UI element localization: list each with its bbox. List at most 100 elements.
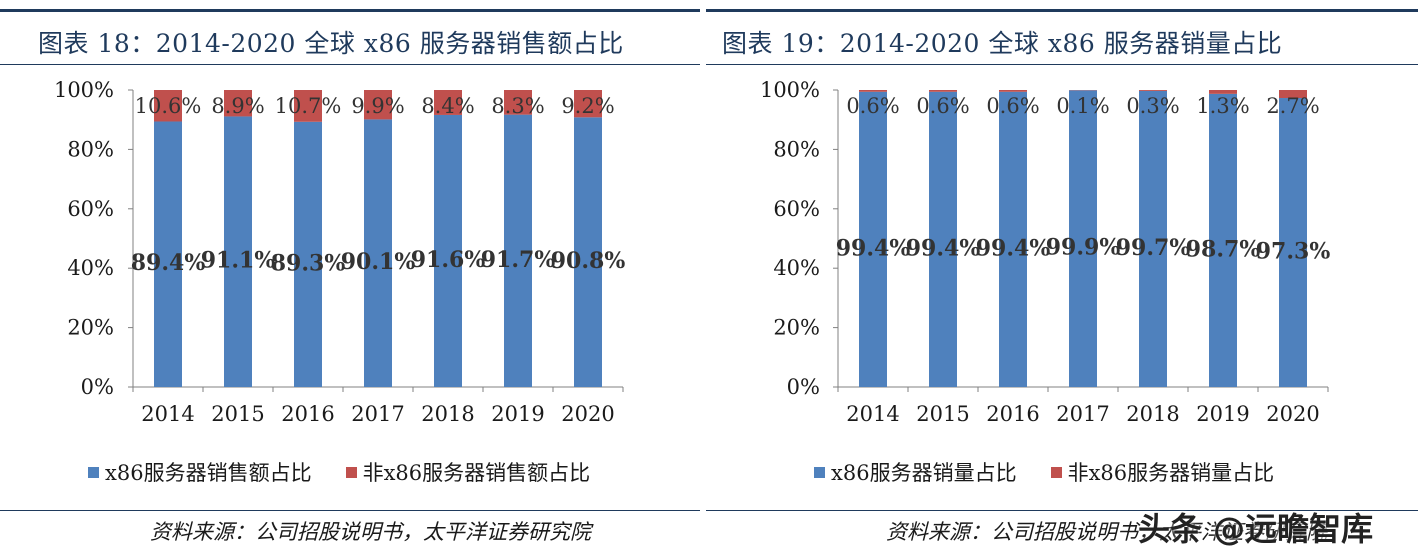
x-tick-label: 2018 xyxy=(1126,402,1179,426)
data-label-non-x86: 0.6% xyxy=(846,94,899,118)
x-tick-label: 2014 xyxy=(141,402,194,426)
x-tick-label: 2017 xyxy=(351,402,404,426)
data-label-non-x86: 1.3% xyxy=(1196,94,1249,118)
chart-title: 图表 19：2014-2020 全球 x86 服务器销量占比 xyxy=(722,29,1283,58)
title-rule xyxy=(706,64,1418,65)
data-label-x86: 89.3% xyxy=(271,250,346,276)
x-tick-label: 2015 xyxy=(211,402,264,426)
data-label-x86: 97.3% xyxy=(1256,239,1331,265)
bar-x86 xyxy=(1209,93,1237,388)
legend-swatch-non-x86 xyxy=(345,466,357,478)
watermark: 头条 @远瞻智库 xyxy=(1138,510,1374,548)
source-rule xyxy=(0,510,700,511)
x-tick-label: 2015 xyxy=(916,402,969,426)
y-tick-label: 60% xyxy=(67,197,114,221)
source-rule xyxy=(706,510,1418,511)
source-note: 资料来源：公司招股说明书，太平洋证券研究院 xyxy=(150,520,591,544)
data-label-non-x86: 9.2% xyxy=(561,94,614,118)
legend-swatch-x86 xyxy=(88,466,99,478)
bar-non-x86 xyxy=(1209,90,1237,94)
y-tick-label: 0% xyxy=(787,375,820,399)
data-label-non-x86: 9.9% xyxy=(351,94,404,118)
data-label-non-x86: 0.3% xyxy=(1126,94,1179,118)
x-tick-label: 2019 xyxy=(491,402,544,426)
legend-swatch-x86 xyxy=(814,466,825,478)
data-label-x86: 90.1% xyxy=(341,249,416,275)
source-note: 资料来源：公司招股说明书，太平洋证券研究院 xyxy=(886,520,1327,544)
bar-x86 xyxy=(154,121,182,388)
data-label-non-x86: 10.7% xyxy=(275,94,342,118)
data-label-non-x86: 0.6% xyxy=(986,94,1039,118)
x-tick-label: 2017 xyxy=(1056,402,1109,426)
y-tick-label: 80% xyxy=(67,137,114,161)
bar-x86 xyxy=(434,114,462,387)
y-tick-label: 0% xyxy=(81,375,114,399)
data-label-x86: 90.8% xyxy=(551,248,626,274)
data-label-x86: 91.7% xyxy=(481,247,556,273)
y-tick-label: 40% xyxy=(773,256,820,280)
x-tick-label: 2020 xyxy=(1266,402,1319,426)
bar-non-x86 xyxy=(434,90,462,115)
bar-chart-sales: 0% 20% 40% 60% 80% 100% 2014 89.4% 10.6% 2015 91.1… xyxy=(54,78,626,426)
legend: x86服务器销售额占比 非x86服务器销售额占比 xyxy=(88,457,624,487)
bar-x86 xyxy=(859,91,887,388)
data-label-non-x86: 0.6% xyxy=(916,94,969,118)
legend-swatch-non-x86 xyxy=(1050,466,1062,478)
legend-item-x86: x86服务器销量占比 xyxy=(814,457,1017,487)
data-label-x86: 89.4% xyxy=(131,250,206,276)
bar-x86 xyxy=(294,121,322,388)
bar-non-x86 xyxy=(1279,90,1307,99)
data-label-x86: 91.6% xyxy=(411,247,486,273)
x-tick-label: 2016 xyxy=(986,402,1039,426)
y-tick-label: 60% xyxy=(773,197,820,221)
data-label-x86: 91.1% xyxy=(201,248,276,274)
bar-non-x86 xyxy=(294,90,322,122)
bar-x86 xyxy=(1279,98,1307,388)
chart-title: 图表 18：2014-2020 全球 x86 服务器销售额占比 xyxy=(38,29,624,58)
bar-non-x86 xyxy=(999,90,1027,92)
bar-non-x86 xyxy=(224,90,252,117)
legend-label: x86服务器销售额占比 xyxy=(105,461,312,485)
chart-panel-volume: 图表 19：2014-2020 全球 x86 服务器销量占比 0% 20% 40% 6… xyxy=(706,0,1418,557)
legend: x86服务器销量占比 非x86服务器销量占比 xyxy=(814,457,1308,487)
bar-non-x86 xyxy=(364,90,392,120)
legend-label: 非x86服务器销售额占比 xyxy=(362,461,591,485)
bar-chart-volume: 0% 20% 40% 60% 80% 100% 2014 99.4% 0.6% 2015 99.4%… xyxy=(760,78,1331,426)
legend-item-non-x86: 非x86服务器销售额占比 xyxy=(345,457,591,487)
bar-non-x86 xyxy=(1139,90,1167,91)
bar-x86 xyxy=(999,91,1027,388)
bar-x86 xyxy=(504,114,532,387)
y-tick-label: 40% xyxy=(67,256,114,280)
bar-x86 xyxy=(929,91,957,388)
bar-non-x86 xyxy=(154,90,182,122)
legend-label: x86服务器销量占比 xyxy=(831,461,1017,485)
data-label-x86: 99.4% xyxy=(976,235,1051,261)
top-rule xyxy=(706,9,1418,12)
y-tick-label: 100% xyxy=(760,78,820,102)
y-tick-label: 20% xyxy=(67,316,114,340)
bar-non-x86 xyxy=(859,90,887,92)
x-tick-label: 2014 xyxy=(846,402,899,426)
data-label-non-x86: 8.4% xyxy=(421,94,474,118)
bar-x86 xyxy=(224,116,252,388)
data-label-non-x86: 8.3% xyxy=(491,94,544,118)
bar-non-x86 xyxy=(504,90,532,115)
y-tick-label: 80% xyxy=(773,137,820,161)
x-tick-label: 2018 xyxy=(421,402,474,426)
y-tick-label: 20% xyxy=(773,316,820,340)
data-label-x86: 98.7% xyxy=(1186,236,1261,262)
chart-panel-sales: 图表 18：2014-2020 全球 x86 服务器销售额占比 0% 20% 40%… xyxy=(0,0,700,557)
data-label-non-x86: 0.1% xyxy=(1056,94,1109,118)
data-label-x86: 99.4% xyxy=(836,235,911,261)
legend-item-non-x86: 非x86服务器销量占比 xyxy=(1050,457,1274,487)
top-rule xyxy=(0,9,700,12)
data-label-x86: 99.4% xyxy=(906,235,981,261)
y-tick-label: 100% xyxy=(54,78,114,102)
data-label-non-x86: 10.6% xyxy=(135,94,202,118)
legend-item-x86: x86服务器销售额占比 xyxy=(88,457,312,487)
x-tick-label: 2016 xyxy=(281,402,334,426)
bar-non-x86 xyxy=(574,90,602,118)
bar-non-x86 xyxy=(929,90,957,92)
title-rule xyxy=(0,64,700,65)
data-label-x86: 99.7% xyxy=(1116,235,1191,261)
